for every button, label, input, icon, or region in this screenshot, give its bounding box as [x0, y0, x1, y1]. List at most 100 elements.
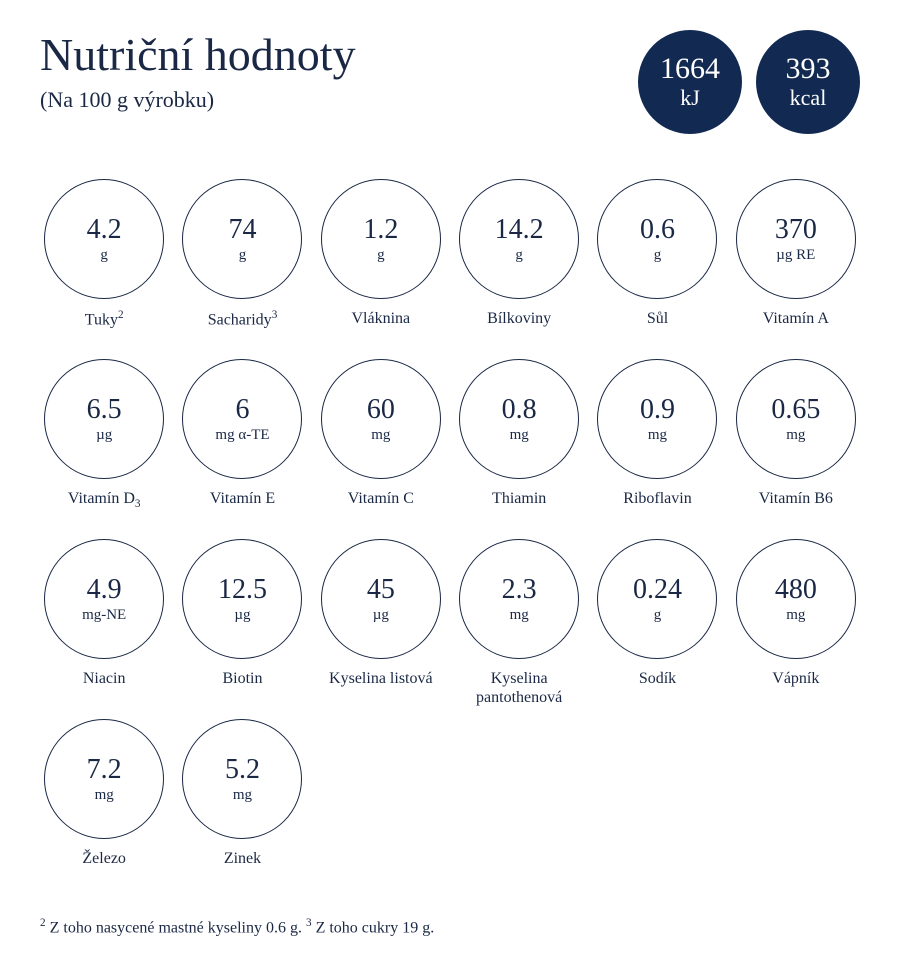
nutrient-unit: mg: [233, 788, 252, 803]
nutrient-label: Železo: [82, 849, 126, 889]
nutrient-item: 0.8mg Thiamin: [455, 359, 583, 529]
nutrient-item: 12.5 µg Biotin: [178, 539, 306, 709]
nutrient-value: 4.2: [87, 216, 122, 244]
nutrient-label: Vitamín C: [348, 489, 414, 529]
nutrient-circle: 0.6 g: [597, 179, 717, 299]
energy-unit-kcal: kcal: [790, 86, 827, 110]
header: Nutriční hodnoty (Na 100 g výrobku) 1664…: [40, 30, 860, 134]
nutrient-circle: 14.2g: [459, 179, 579, 299]
nutrient-value: 0.6: [640, 216, 675, 244]
energy-value-kj: 1664: [660, 54, 720, 84]
nutrient-label: Vitamín B6: [759, 489, 833, 529]
nutrient-item: 4.2gTuky2: [40, 179, 168, 349]
nutrient-circle: 6.5 µg: [44, 359, 164, 479]
nutrient-value: 4.9: [87, 576, 122, 604]
nutrient-label: Sodík: [639, 669, 676, 709]
nutrient-circle: 60 mg: [321, 359, 441, 479]
nutrient-unit: mg-NE: [82, 608, 126, 623]
nutrient-item: 5.2 mg Zinek: [178, 719, 306, 889]
nutrient-label: Vitamín D3: [68, 489, 141, 529]
nutrient-item: 480mgVápník: [732, 539, 860, 709]
nutrient-item: 1.2g Vláknina: [317, 179, 445, 349]
nutrient-item: 370 µg RE Vitamín A: [732, 179, 860, 349]
nutrient-circle: 45 µg: [321, 539, 441, 659]
nutrient-value: 2.3: [502, 576, 537, 604]
nutrient-circle: 12.5 µg: [182, 539, 302, 659]
nutrient-unit: mg: [786, 428, 805, 443]
nutrient-item: 6mg α-TE Vitamín E: [178, 359, 306, 529]
energy-badge-kj: 1664 kJ: [638, 30, 742, 134]
nutrient-label: Bílkoviny: [487, 309, 551, 349]
nutrient-circle: 1.2g: [321, 179, 441, 299]
nutrient-value: 1.2: [363, 216, 398, 244]
nutrient-unit: µg: [96, 428, 112, 443]
energy-badge-kcal: 393 kcal: [756, 30, 860, 134]
nutrient-circle: 7.2mg: [44, 719, 164, 839]
nutrient-unit: mg α-TE: [215, 428, 269, 443]
nutrient-circle: 74 g: [182, 179, 302, 299]
nutrient-value: 14.2: [495, 216, 544, 244]
nutrient-value: 45: [367, 576, 395, 604]
nutrient-unit: mg: [371, 428, 390, 443]
nutrient-value: 12.5: [218, 576, 267, 604]
nutrient-item: 0.9 mg Riboflavin: [593, 359, 721, 529]
nutrient-circle: 5.2 mg: [182, 719, 302, 839]
nutrient-label: Niacin: [83, 669, 126, 709]
nutrient-label: Vláknina: [351, 309, 410, 349]
page-title: Nutriční hodnoty: [40, 30, 356, 81]
nutrient-value: 0.8: [502, 396, 537, 424]
nutrient-value: 74: [228, 216, 256, 244]
nutrient-unit: mg: [648, 428, 667, 443]
nutrient-circle: 6mg α-TE: [182, 359, 302, 479]
nutrient-circle: 4.9 mg-NE: [44, 539, 164, 659]
nutrient-item: 7.2mg Železo: [40, 719, 168, 889]
nutrient-unit: g: [654, 608, 662, 623]
nutrient-value: 0.9: [640, 396, 675, 424]
nutrient-unit: mg: [510, 608, 529, 623]
nutrient-value: 60: [367, 396, 395, 424]
nutrient-label: Kyselina listová: [329, 669, 433, 709]
nutrient-item: 0.24 g Sodík: [593, 539, 721, 709]
page-subtitle: (Na 100 g výrobku): [40, 87, 356, 113]
footnotes: 2 Z toho nasycené mastné kyseliny 0.6 g.…: [40, 917, 860, 937]
nutrient-label: Biotin: [222, 669, 262, 709]
nutrient-circle: 0.24 g: [597, 539, 717, 659]
nutrient-unit: g: [239, 248, 247, 263]
nutrient-circle: 4.2 g: [44, 179, 164, 299]
nutrient-value: 0.24: [633, 576, 682, 604]
nutrient-label: Vitamín E: [210, 489, 275, 529]
header-left: Nutriční hodnoty (Na 100 g výrobku): [40, 30, 356, 113]
nutrient-value: 480: [775, 576, 817, 604]
nutrient-label: Vápník: [772, 669, 819, 709]
nutrient-label: Sůl: [647, 309, 668, 349]
nutrient-value: 5.2: [225, 756, 260, 784]
nutrient-circle: 2.3 mg: [459, 539, 579, 659]
nutrient-unit: g: [100, 248, 108, 263]
nutrient-item: 60 mg Vitamín C: [317, 359, 445, 529]
nutrient-unit: µg: [234, 608, 250, 623]
nutrient-circle: 0.8mg: [459, 359, 579, 479]
nutrient-unit: µg RE: [776, 248, 815, 263]
nutrient-circle: 0.9 mg: [597, 359, 717, 479]
nutrient-item: 2.3mgKyselina pantothenová: [455, 539, 583, 709]
nutrient-item: 14.2g Bílkoviny: [455, 179, 583, 349]
nutrient-value: 370: [775, 216, 817, 244]
nutrient-item: 4.9 mg-NE Niacin: [40, 539, 168, 709]
nutrient-label: Zinek: [224, 849, 261, 889]
nutrient-value: 6.5: [87, 396, 122, 424]
energy-unit-kj: kJ: [680, 86, 700, 110]
nutrient-item: 74gSacharidy3: [178, 179, 306, 349]
nutrient-grid: 4.2gTuky274gSacharidy31.2gVláknina14.2gB…: [40, 179, 860, 889]
nutrient-circle: 0.65mg: [736, 359, 856, 479]
energy-badges: 1664 kJ 393 kcal: [638, 30, 860, 134]
nutrient-unit: g: [654, 248, 662, 263]
nutrient-label: Thiamin: [492, 489, 546, 529]
nutrient-unit: µg: [373, 608, 389, 623]
nutrient-item: 0.65mg Vitamín B6: [732, 359, 860, 529]
energy-value-kcal: 393: [786, 54, 831, 84]
nutrient-label: Riboflavin: [623, 489, 691, 529]
nutrient-unit: mg: [95, 788, 114, 803]
nutrient-label: Vitamín A: [763, 309, 829, 349]
footnote-2-text: Z toho nasycené mastné kyseliny 0.6 g.: [46, 919, 306, 936]
nutrient-item: 45 µg Kyselina listová: [317, 539, 445, 709]
